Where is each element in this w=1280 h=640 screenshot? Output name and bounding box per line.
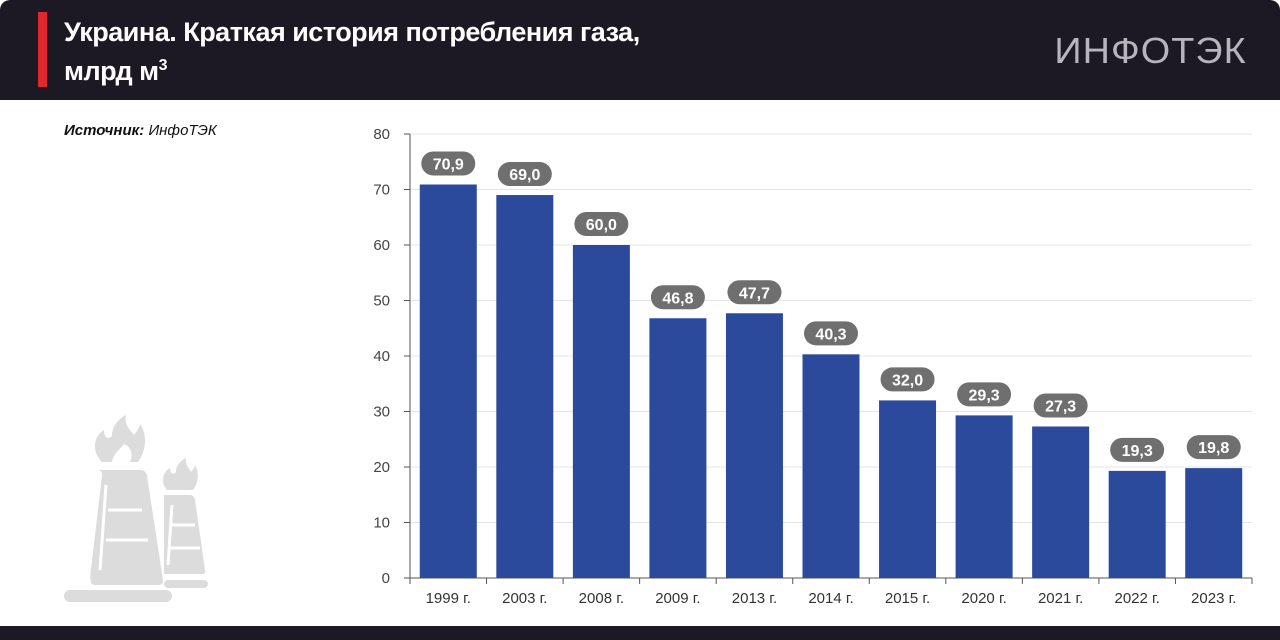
source-label: Источник:: [64, 122, 145, 139]
title-line-1: Украина. Краткая история потребления газ…: [64, 17, 640, 47]
bar: [572, 245, 630, 578]
value-label-bg: [650, 285, 705, 310]
value-label: 27,3: [1045, 398, 1076, 415]
bar: [725, 313, 783, 578]
value-label: 19,8: [1198, 440, 1229, 457]
value-label: 19,3: [1122, 443, 1153, 460]
value-label-bg: [804, 321, 858, 346]
y-tick-label: 60: [373, 237, 390, 254]
x-tick-label: 2014 г.: [808, 590, 853, 607]
header: Украина. Краткая история потребления газ…: [0, 0, 1280, 100]
value-label: 32,0: [892, 372, 923, 389]
footer-band: [0, 626, 1280, 640]
x-tick-label: 2015 г.: [885, 590, 930, 607]
x-tick-label: 1999 г.: [426, 590, 471, 607]
title-line-2: млрд м: [64, 56, 159, 86]
bar: [496, 195, 554, 579]
value-label-bg: [727, 280, 782, 305]
value-label-bg: [421, 151, 476, 176]
x-tick-label: 2020 г.: [961, 590, 1006, 607]
y-tick-label: 80: [373, 126, 390, 143]
value-label: 46,8: [662, 290, 693, 307]
x-tick-label: 2003 г.: [502, 590, 547, 607]
value-label-bg: [880, 367, 935, 392]
value-label-bg: [1186, 435, 1241, 460]
value-label: 60,0: [586, 217, 617, 234]
bar: [955, 415, 1013, 578]
y-tick-label: 10: [373, 515, 390, 532]
x-tick-label: 2009 г.: [655, 590, 700, 607]
y-tick-label: 70: [373, 182, 390, 199]
value-label: 40,3: [815, 326, 846, 343]
value-label: 29,3: [969, 387, 1000, 404]
page-title: Украина. Краткая история потребления газ…: [64, 16, 640, 88]
x-tick-label: 2013 г.: [732, 590, 777, 607]
source-note: Источник: ИнфоТЭК: [64, 122, 217, 139]
bar: [802, 354, 860, 578]
x-tick-label: 2022 г.: [1115, 590, 1160, 607]
bar: [419, 184, 477, 578]
bar: [1032, 426, 1090, 578]
bar: [649, 318, 707, 578]
gas-flare-icon: [64, 415, 208, 602]
value-label: 69,0: [509, 167, 540, 184]
bar: [1108, 470, 1166, 578]
value-label-bg: [497, 162, 552, 187]
value-label-bg: [574, 212, 629, 236]
x-tick-label: 2021 г.: [1038, 590, 1083, 607]
value-label-bg: [1110, 437, 1165, 462]
y-tick-label: 20: [373, 459, 390, 476]
y-tick-label: 30: [373, 404, 390, 421]
bar: [1185, 468, 1243, 578]
y-tick-label: 0: [382, 570, 390, 587]
x-tick-label: 2008 г.: [579, 590, 624, 607]
y-tick-label: 50: [373, 293, 390, 310]
bar: [879, 400, 937, 578]
value-label-bg: [957, 382, 1012, 407]
value-label-bg: [1033, 393, 1088, 418]
x-tick-label: 2023 г.: [1191, 590, 1236, 607]
source-value: ИнфоТЭК: [148, 122, 217, 139]
accent-bar: [38, 12, 47, 87]
value-label: 47,7: [739, 285, 770, 302]
y-tick-label: 40: [373, 348, 390, 365]
value-label: 70,9: [433, 157, 464, 174]
title-superscript: 3: [158, 57, 168, 74]
infotek-logo: ИНФОТЭК: [1054, 30, 1247, 71]
